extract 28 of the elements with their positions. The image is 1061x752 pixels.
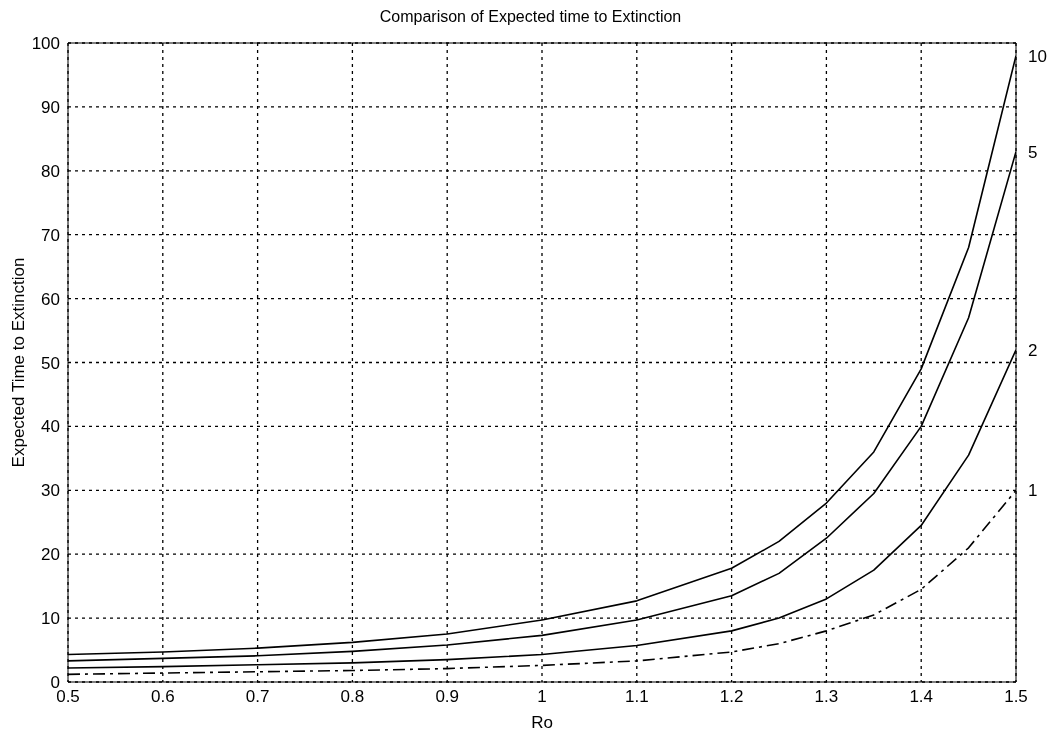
series-label: 2: [1028, 340, 1038, 360]
y-axis-title: Expected Time to Extinction: [9, 257, 29, 468]
x-axis-title: Ro: [531, 713, 553, 732]
series-label: 5: [1028, 142, 1038, 162]
x-tick-label: 1.2: [719, 687, 744, 707]
x-tick-label: 0.8: [340, 687, 365, 707]
y-tick-label: 90: [41, 97, 60, 117]
y-tick-label: 10: [41, 609, 60, 629]
y-tick-label: 100: [31, 34, 60, 54]
y-tick-label: 80: [41, 161, 60, 181]
x-tick-label: 0.7: [245, 687, 270, 707]
x-tick-label: 0.9: [435, 687, 460, 707]
y-tick-label: 70: [41, 225, 60, 245]
y-tick-label: 60: [41, 289, 60, 309]
x-tick-label: 1.3: [814, 687, 839, 707]
y-tick-label: 50: [41, 353, 60, 373]
x-tick-label: 1.5: [1004, 687, 1028, 707]
x-tick-label: 1: [537, 687, 547, 707]
x-tick-label: 0.6: [150, 687, 175, 707]
chart-title: Comparison of Expected time to Extinction: [378, 8, 683, 27]
x-tick-label: 0.5: [56, 687, 80, 707]
series-label: 10: [1028, 46, 1047, 66]
series-label: 1: [1028, 481, 1038, 501]
x-tick-label: 1.1: [624, 687, 649, 707]
y-tick-label: 20: [41, 545, 60, 565]
y-tick-label: 30: [41, 481, 60, 501]
x-tick-label: 1.4: [909, 687, 934, 707]
y-tick-label: 40: [41, 417, 60, 437]
